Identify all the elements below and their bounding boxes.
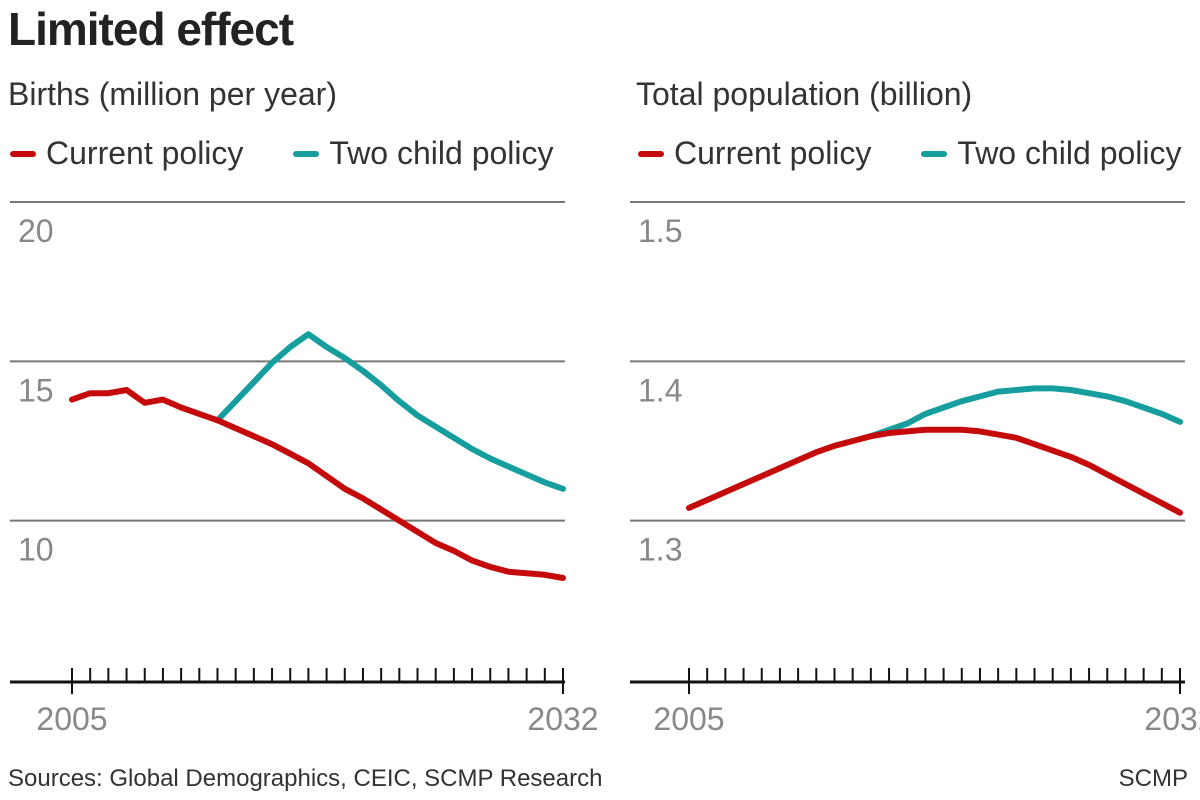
- legend-label: Current policy: [46, 135, 244, 171]
- legend-label: Two child policy: [329, 135, 554, 171]
- y-tick-label: 1.5: [638, 213, 682, 249]
- credit: SCMP: [1118, 765, 1188, 792]
- left-chart-title: Births (million per year): [8, 76, 337, 112]
- series-line-current-policy: [69, 387, 566, 581]
- right-legend: Current policy Two child policy: [638, 135, 1182, 172]
- legend-item-current: Current policy: [638, 135, 871, 172]
- y-tick-label: 1.4: [638, 372, 682, 408]
- x-tick-label: 2005: [36, 701, 107, 737]
- x-tick-label: 2005: [653, 701, 724, 737]
- legend-item-two-child: Two child policy: [293, 135, 554, 172]
- x-tick-label: 2032: [1144, 701, 1200, 737]
- y-tick-label: 10: [18, 532, 54, 568]
- legend-item-current: Current policy: [10, 135, 243, 172]
- y-tick-label: 15: [18, 372, 54, 408]
- right-chart-title: Total population (billion): [636, 76, 973, 112]
- left-legend: Current policy Two child policy: [10, 135, 554, 172]
- legend-item-two-child: Two child policy: [921, 135, 1182, 172]
- sources-note: Sources: Global Demographics, CEIC, SCMP…: [8, 765, 603, 792]
- legend-label: Current policy: [674, 135, 872, 171]
- legend-swatch-current: [638, 150, 664, 157]
- y-tick-label: 1.3: [638, 532, 682, 568]
- legend-swatch-two-child: [293, 150, 320, 157]
- series-line-two-child-policy: [867, 385, 1183, 440]
- series-line-two-child-policy: [214, 331, 566, 492]
- figure-title: Limited effect: [8, 3, 294, 55]
- legend-swatch-two-child: [921, 150, 948, 157]
- series-line-current-policy: [686, 426, 1183, 516]
- legend-swatch-current: [10, 150, 36, 157]
- legend-label: Two child policy: [957, 135, 1182, 171]
- y-tick-label: 20: [18, 213, 54, 249]
- x-tick-label: 2032: [527, 701, 598, 737]
